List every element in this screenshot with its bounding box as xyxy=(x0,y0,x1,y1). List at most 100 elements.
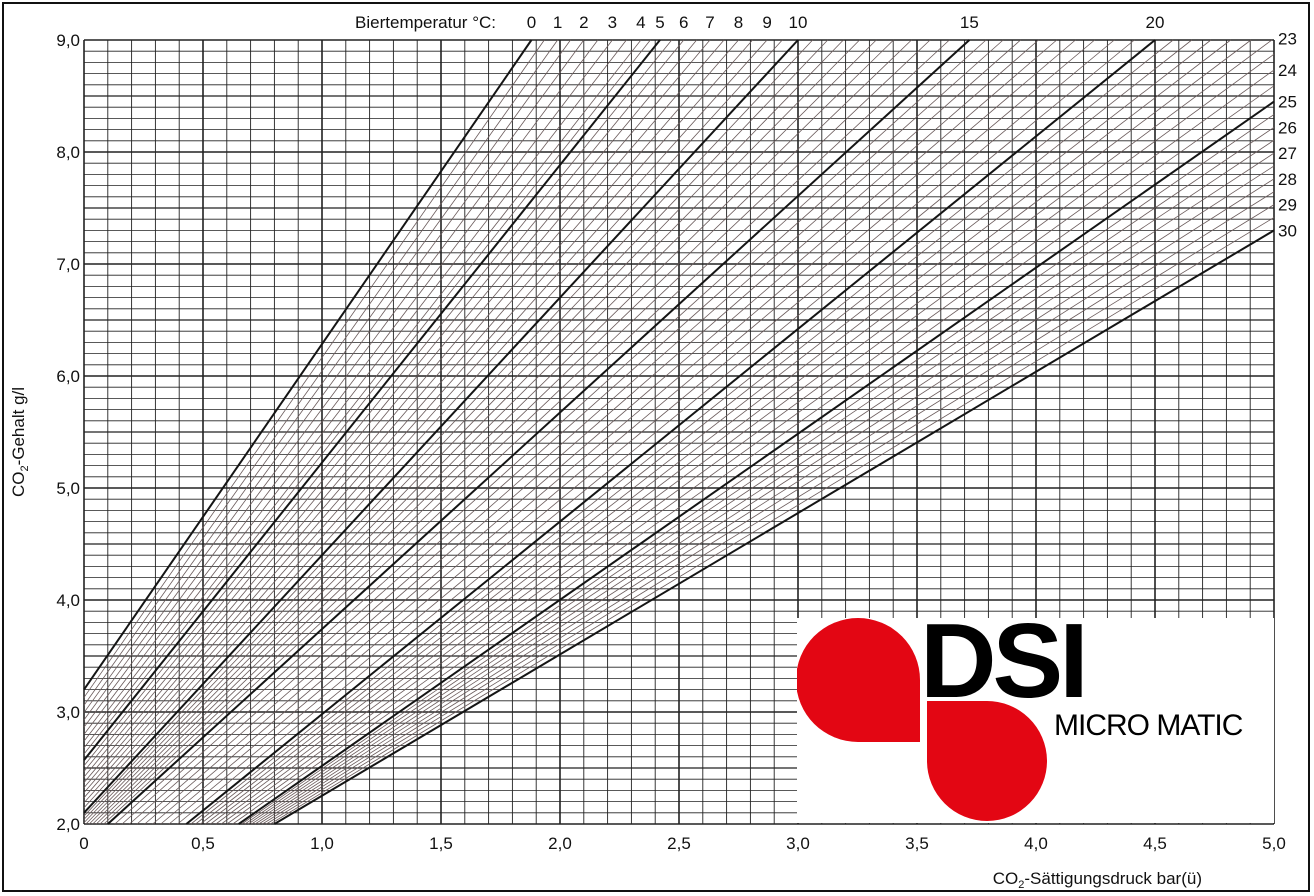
top-temperature-label: 20 xyxy=(1146,13,1165,32)
temperature-line-minor xyxy=(177,39,1135,825)
x-tick-labels: 0 0,5 1,0 1,5 2,0 2,5 3,0 3,5 4,0 4,5 5,0 xyxy=(79,834,1286,853)
temperature-line-minor xyxy=(210,39,1252,825)
x-axis-label-rest: -Sättigungsdruck bar(ü) xyxy=(1024,869,1202,888)
temperature-line-minor xyxy=(200,39,1212,825)
top-temperature-label: 1 xyxy=(553,13,562,32)
top-temperature-label: 3 xyxy=(608,13,617,32)
temperature-line-minor xyxy=(254,165,1275,825)
x-tick-label: 4,5 xyxy=(1143,834,1167,853)
temperature-line-minor xyxy=(83,39,844,823)
top-temperature-labels: 0 1 2 3 4 5 6 7 8 9 10 15 20 xyxy=(527,13,1165,32)
temperature-line-minor xyxy=(83,39,558,706)
temperature-line-minor xyxy=(83,39,829,820)
y-tick-label: 9,0 xyxy=(56,31,80,50)
y-axis-label: CO2-Gehalt g/l xyxy=(9,387,31,497)
top-temperature-label: 5 xyxy=(655,13,664,32)
temperature-line-minor xyxy=(160,39,1095,825)
x-axis-label-sub: 2 xyxy=(1018,879,1024,890)
temperature-line-minor xyxy=(215,39,1273,825)
temperature-line-minor xyxy=(83,39,642,749)
temperature-line-major xyxy=(83,39,533,691)
temperature-line-minor xyxy=(136,39,1039,825)
top-temperature-label: 10 xyxy=(789,13,808,32)
dsi-drop-icon xyxy=(796,618,1047,821)
dsi-logo xyxy=(796,618,1274,823)
y-tick-label: 5,0 xyxy=(56,479,80,498)
right-temperature-label: 29 xyxy=(1278,196,1297,215)
temperature-line-minor xyxy=(83,39,739,793)
temperature-axis-label: Biertemperatur °C: xyxy=(355,13,496,32)
y-tick-label: 3,0 xyxy=(56,703,80,722)
temperature-line-major xyxy=(83,39,661,761)
temperature-line-minor xyxy=(121,39,1004,825)
temperature-line-major xyxy=(83,39,799,814)
temperature-line-minor xyxy=(83,39,651,755)
temperature-line-minor xyxy=(244,127,1275,825)
temperature-line-minor xyxy=(195,39,1193,825)
temperature-line-minor xyxy=(144,39,1058,825)
right-temperature-label: 27 xyxy=(1278,144,1297,163)
logo-brand: DSI xyxy=(920,602,1089,720)
top-temperature-label: 4 xyxy=(636,13,645,32)
top-temperature-label: 8 xyxy=(734,13,743,32)
x-tick-label: 3,5 xyxy=(905,834,929,853)
right-temperature-label: 25 xyxy=(1278,93,1297,112)
x-tick-label: 2,5 xyxy=(667,834,691,853)
x-tick-label: 5,0 xyxy=(1262,834,1286,853)
x-axis-label-co: CO xyxy=(993,869,1019,888)
logo-subtitle: MICRO MATIC xyxy=(1054,709,1243,742)
temperature-line-minor xyxy=(92,39,894,825)
x-axis-label: CO2-Sättigungsdruck bar(ü) xyxy=(993,869,1202,890)
temperature-line-minor xyxy=(83,39,585,721)
y-axis-label-sub: 2 xyxy=(19,465,31,471)
temperature-line-minor xyxy=(83,39,697,778)
temperature-line-minor xyxy=(99,39,931,825)
temperature-line-minor xyxy=(83,39,571,713)
right-temperature-label: 30 xyxy=(1278,221,1297,240)
top-temperature-label: 15 xyxy=(960,13,979,32)
temperature-line-minor xyxy=(83,39,753,798)
y-tick-label: 6,0 xyxy=(56,367,80,386)
temperature-line-minor xyxy=(129,39,1021,825)
right-temperature-label: 28 xyxy=(1278,170,1297,189)
top-temperature-label: 6 xyxy=(679,13,688,32)
temperature-line-minor xyxy=(83,39,813,817)
x-tick-label: 1,0 xyxy=(310,834,334,853)
temperature-line-minor xyxy=(83,39,599,728)
temperature-line-minor xyxy=(83,39,783,809)
temperature-line-minor xyxy=(114,39,987,825)
right-temperature-label: 24 xyxy=(1278,61,1297,80)
temperature-line-minor xyxy=(226,69,1275,825)
temperature-line-minor xyxy=(258,178,1275,825)
temperature-line-minor xyxy=(83,39,545,698)
x-tick-label: 0 xyxy=(79,834,88,853)
y-axis-label-rest: -Gehalt g/l xyxy=(9,387,28,465)
right-temperature-label: 26 xyxy=(1278,118,1297,137)
right-temperature-labels: 23 24 25 26 27 28 29 30 xyxy=(1278,29,1297,240)
temperature-line-major xyxy=(185,39,1156,825)
temperature-line-minor xyxy=(85,39,860,825)
y-tick-label: 7,0 xyxy=(56,255,80,274)
temperature-line-minor xyxy=(205,39,1231,825)
right-temperature-label: 23 xyxy=(1278,29,1297,48)
temperature-line-minor xyxy=(83,39,685,772)
top-temperature-label: 9 xyxy=(762,13,771,32)
y-tick-label: 8,0 xyxy=(56,143,80,162)
temperature-line-minor xyxy=(83,39,613,735)
temperature-line-minor xyxy=(152,39,1076,825)
temperature-line-minor xyxy=(232,85,1275,825)
temperature-line-minor xyxy=(83,39,768,803)
top-temperature-label: 7 xyxy=(705,13,714,32)
temperature-bold-lines xyxy=(83,39,1275,825)
temperature-line-minor xyxy=(83,39,627,742)
x-tick-label: 0,5 xyxy=(191,834,215,853)
x-tick-label: 1,5 xyxy=(429,834,453,853)
top-temperature-label: 0 xyxy=(527,13,536,32)
temperature-line-major xyxy=(273,229,1275,825)
top-temperature-label: 2 xyxy=(579,13,588,32)
y-tick-label: 4,0 xyxy=(56,591,80,610)
y-axis-label-co: CO xyxy=(9,472,28,498)
x-tick-label: 2,0 xyxy=(548,834,572,853)
temperature-line-minor xyxy=(190,39,1174,825)
temperature-line-minor xyxy=(266,204,1275,825)
